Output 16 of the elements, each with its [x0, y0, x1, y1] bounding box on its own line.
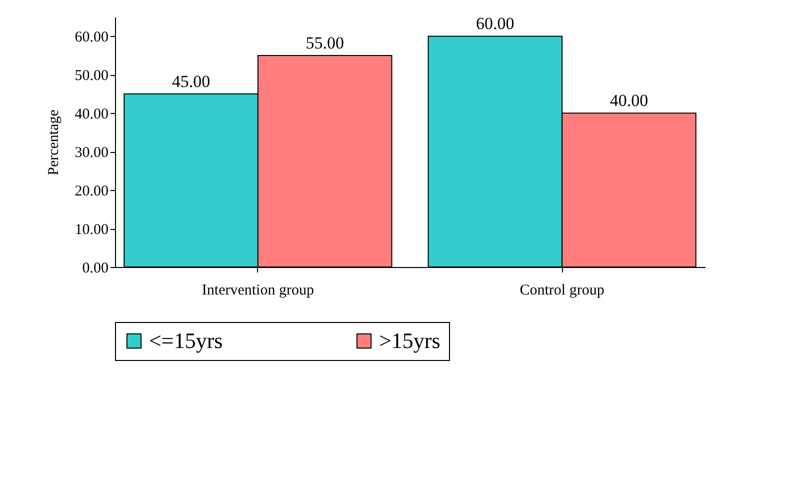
data-label: 40.00 — [610, 91, 648, 110]
y-tick-label: 30.00 — [74, 145, 108, 162]
y-tick-label: 40.00 — [74, 106, 108, 123]
y-tick-label: 0.00 — [82, 260, 108, 276]
y-tick-label: 20.00 — [74, 184, 108, 200]
y-axis-title: Percentage — [46, 109, 62, 176]
y-tick-label: 10.00 — [74, 222, 108, 238]
data-label: 60.00 — [476, 14, 514, 34]
y-tick-label: 50.00 — [74, 68, 108, 84]
x-tick-label: Control group — [520, 282, 604, 298]
data-label: 45.00 — [172, 72, 210, 91]
legend-label: <=15yrs — [149, 328, 223, 353]
x-tick-label: Intervention group — [202, 282, 314, 298]
y-tick-label: 60.00 — [74, 30, 108, 46]
data-label: 55.00 — [306, 33, 344, 52]
legend-label: >15yrs — [379, 328, 440, 353]
